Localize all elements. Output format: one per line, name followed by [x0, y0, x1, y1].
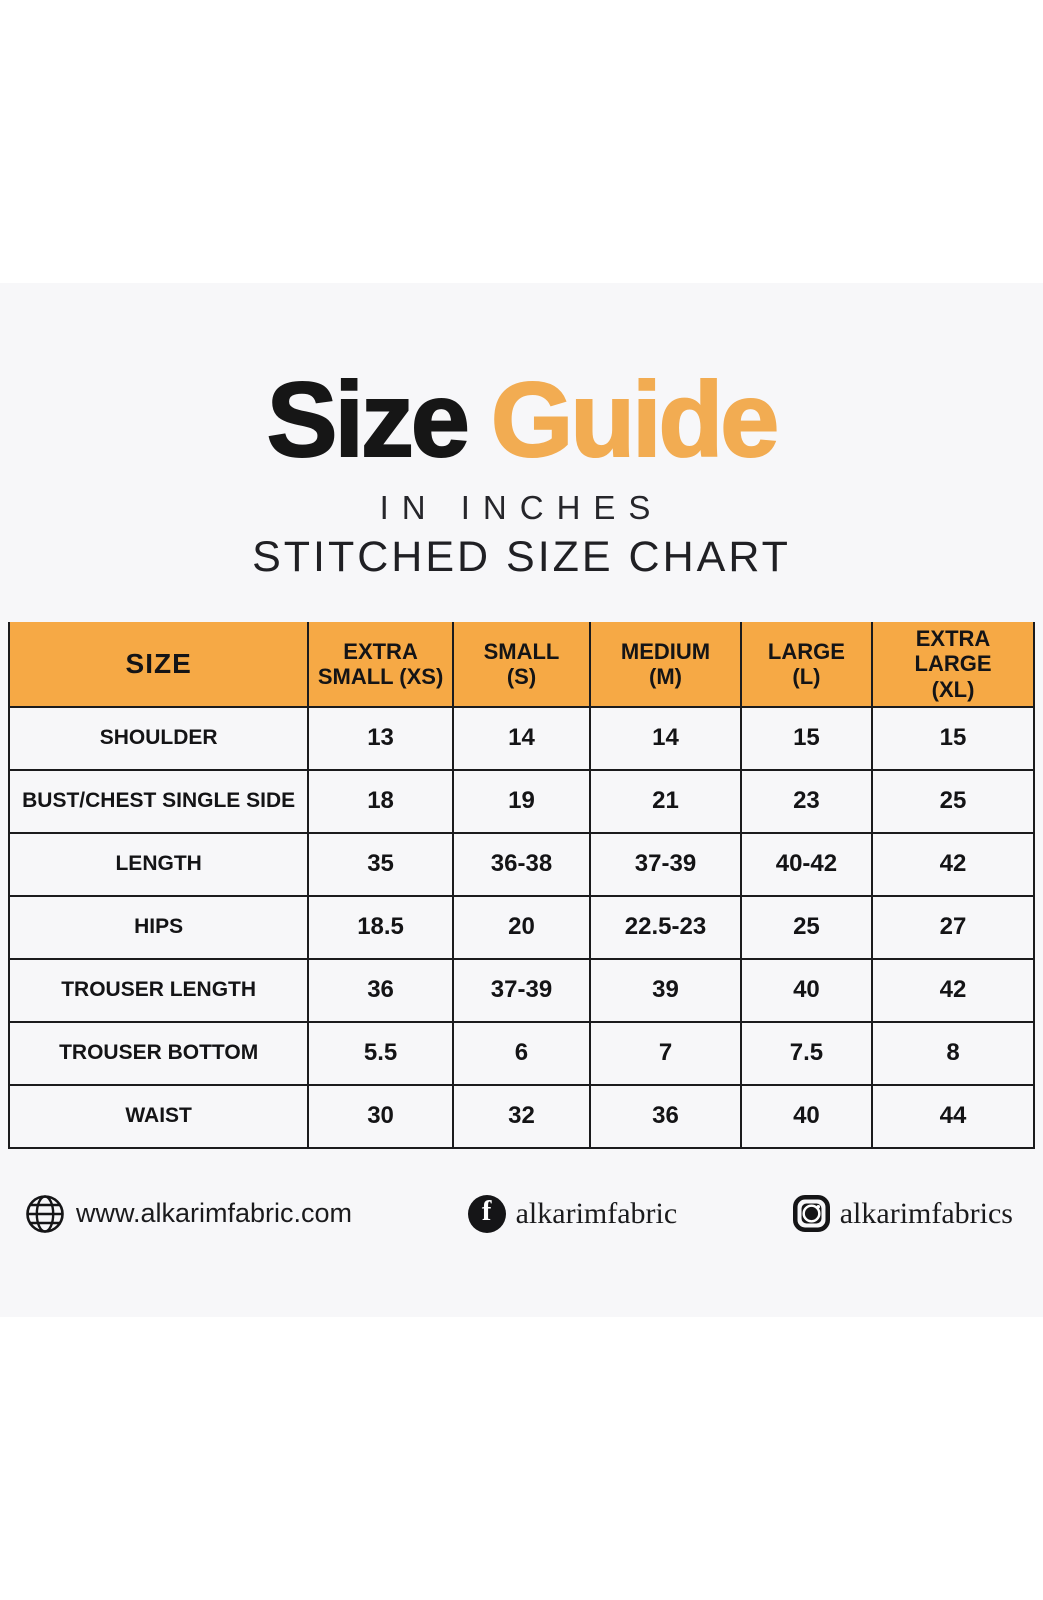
cell-value: 22.5-23	[589, 894, 742, 960]
cell-value: 13	[307, 705, 454, 771]
size-table-body: SHOULDER 13 14 14 15 15 BUST/CHEST SINGLE SIDE…	[7, 705, 1035, 1149]
cell-value: 7	[589, 1020, 742, 1086]
cell-value: 14	[451, 705, 592, 771]
cell-value: 15	[871, 705, 1035, 771]
instagram-handle: alkarimfabrics	[839, 1196, 1013, 1230]
cell-value: 42	[871, 831, 1035, 897]
cell-value: 36-38	[451, 831, 592, 897]
cell-value: 37-39	[589, 831, 742, 897]
cell-value: 18.5	[307, 894, 454, 960]
row-label: TROUSER LENGTH	[7, 957, 310, 1023]
cell-value: 21	[589, 768, 742, 834]
header-cell-size: SIZE	[7, 622, 310, 708]
cell-value: 40	[739, 957, 874, 1023]
instagram-icon	[792, 1195, 830, 1233]
table-row: WAIST 30 32 36 40 44	[7, 1083, 1035, 1149]
row-label: TROUSER BOTTOM	[7, 1020, 310, 1086]
cell-value: 36	[307, 957, 454, 1023]
table-row: HIPS 18.5 20 22.5-23 25 27	[7, 894, 1035, 960]
website-url: www.alkarimfabric.com	[76, 1198, 353, 1229]
page-title: Size Guide	[0, 366, 1043, 474]
title-block: Size Guide IN INCHES STITCHED SIZE CHART	[0, 283, 1043, 582]
cell-value: 25	[871, 768, 1035, 834]
header-cell: MEDIUM (M)	[589, 622, 742, 708]
cell-value: 35	[307, 831, 454, 897]
cell-value: 8	[871, 1020, 1035, 1086]
facebook-handle: alkarimfabric	[515, 1196, 678, 1230]
facebook-icon: f	[467, 1194, 506, 1233]
cell-value: 44	[871, 1083, 1035, 1149]
cell-value: 19	[451, 768, 592, 834]
header-cell: LARGE (L)	[739, 622, 874, 708]
table-row: TROUSER BOTTOM 5.5 6 7 7.5 8	[7, 1020, 1035, 1086]
cell-value: 6	[451, 1020, 592, 1086]
cell-value: 5.5	[307, 1020, 454, 1086]
header-cell: SMALL (S)	[451, 622, 592, 708]
cell-value: 40	[739, 1083, 874, 1149]
cell-value: 14	[589, 705, 742, 771]
subtitle-in-inches: IN INCHES	[379, 489, 664, 526]
subtitle-stitched-size-chart: STITCHED SIZE CHART	[252, 533, 791, 581]
header-cell: EXTRA LARGE (XL)	[871, 622, 1035, 708]
row-label: BUST/CHEST SINGLE SIDE	[7, 768, 310, 834]
facebook-group: f alkarimfabric	[467, 1194, 678, 1233]
cell-value: 15	[739, 705, 874, 771]
cell-value: 23	[739, 768, 874, 834]
title-word-size: Size	[266, 361, 471, 479]
cell-value: 27	[871, 894, 1035, 960]
cell-value: 30	[307, 1083, 454, 1149]
table-row: LENGTH 35 36-38 37-39 40-42 42	[7, 831, 1035, 897]
row-label: WAIST	[7, 1083, 310, 1149]
row-label: HIPS	[7, 894, 310, 960]
title-word-guide: Guide	[490, 361, 780, 479]
row-label: LENGTH	[7, 831, 310, 897]
table-row: BUST/CHEST SINGLE SIDE 18 19 21 23 25	[7, 768, 1035, 834]
table-row: TROUSER LENGTH 36 37-39 39 40 42	[7, 957, 1035, 1023]
size-table: SIZE EXTRA SMALL (XS) SMALL (S) MEDIUM (M) L…	[7, 622, 1035, 1149]
cell-value: 42	[871, 957, 1035, 1023]
cell-value: 40-42	[739, 831, 874, 897]
cell-value: 18	[307, 768, 454, 834]
footer: www.alkarimfabric.com f alkarimfabric al…	[0, 1193, 1043, 1235]
cell-value: 25	[739, 894, 874, 960]
cell-value: 32	[451, 1083, 592, 1149]
header-cell: EXTRA SMALL (XS)	[307, 622, 454, 708]
cell-value: 7.5	[739, 1020, 874, 1086]
table-row: SHOULDER 13 14 14 15 15	[7, 705, 1035, 771]
content-area: Size Guide IN INCHES STITCHED SIZE CHART …	[0, 283, 1043, 1317]
globe-icon	[24, 1193, 66, 1235]
size-table-header-row: SIZE EXTRA SMALL (XS) SMALL (S) MEDIUM (M) L…	[7, 622, 1035, 708]
cell-value: 37-39	[451, 957, 592, 1023]
cell-value: 20	[451, 894, 592, 960]
cell-value: 36	[589, 1083, 742, 1149]
instagram-group: alkarimfabrics	[792, 1195, 1013, 1233]
cell-value: 39	[589, 957, 742, 1023]
website-group: www.alkarimfabric.com	[24, 1193, 352, 1235]
row-label: SHOULDER	[7, 705, 310, 771]
